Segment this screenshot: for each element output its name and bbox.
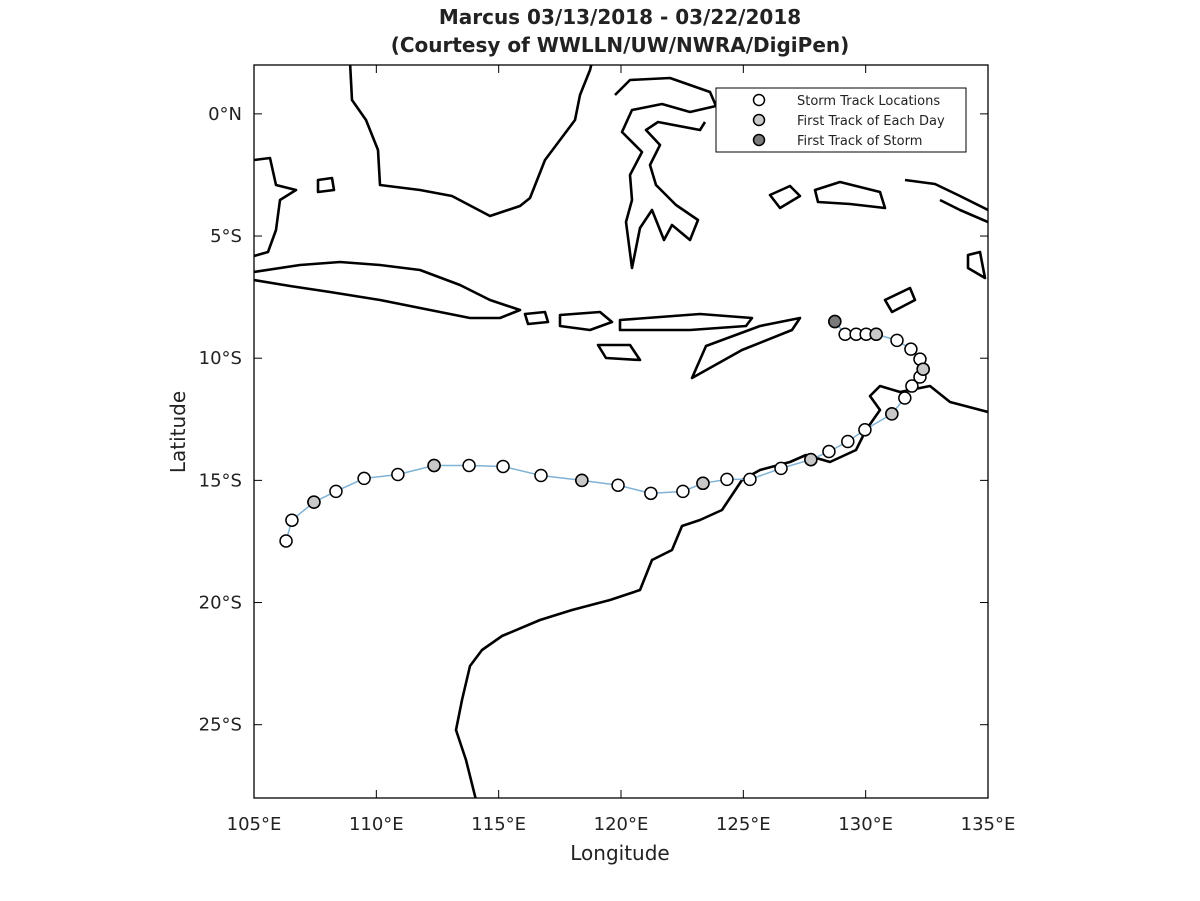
track-point — [676, 484, 690, 499]
x-tick-label: 135°E — [961, 814, 1016, 835]
x-tick-label: 115°E — [471, 814, 526, 835]
track-point — [391, 467, 405, 482]
track-point — [285, 513, 299, 527]
legend-marker — [752, 113, 766, 127]
y-tick-label: 10°S — [199, 348, 242, 369]
track-point — [838, 327, 852, 342]
track-point — [841, 434, 855, 449]
track-point — [496, 459, 510, 474]
track-point — [307, 495, 321, 509]
track-point — [885, 407, 899, 421]
y-tick-label: 25°S — [199, 715, 242, 736]
y-tick-label: 0°N — [208, 104, 242, 125]
track-point — [916, 362, 930, 376]
legend-label: First Track of Each Day — [797, 114, 945, 129]
track-point — [774, 461, 788, 476]
track-point — [828, 314, 842, 329]
coastlines — [254, 65, 988, 798]
track-point — [696, 476, 710, 491]
track-point — [534, 468, 548, 483]
legend-label: First Track of Storm — [797, 134, 922, 149]
legend-marker — [752, 133, 766, 147]
track-point — [869, 327, 883, 342]
x-tick-label: 125°E — [716, 814, 771, 835]
x-tick-label: 130°E — [838, 814, 893, 835]
track-point — [575, 473, 589, 488]
plot-frame — [253, 64, 989, 799]
track-point — [720, 472, 734, 487]
track-point — [611, 478, 625, 493]
y-axis-label: Latitude — [166, 391, 190, 473]
y-tick-label: 5°S — [210, 226, 242, 247]
x-tick-label: 105°E — [227, 814, 282, 835]
track-point — [905, 379, 919, 393]
x-tick-label: 110°E — [349, 814, 404, 835]
track-point — [743, 472, 757, 487]
track-point — [644, 486, 658, 501]
track-point — [329, 484, 343, 499]
plot-layer: 105°E 110°E 115°E 120°E 125°E 130°E 135°E 0°N 5°… — [199, 65, 1016, 835]
track-point — [804, 452, 818, 467]
x-tick-label: 120°E — [594, 814, 649, 835]
x-axis-label: Longitude — [570, 841, 669, 865]
chart-subtitle: (Courtesy of WWLLN/UW/NWRA/DigiPen) — [391, 33, 850, 57]
legend: Storm Track Locations First Track of Each… — [752, 93, 945, 149]
track-point — [890, 333, 904, 348]
chart-title: Marcus 03/13/2018 - 03/22/2018 — [439, 5, 801, 29]
y-tick-label: 15°S — [199, 470, 242, 491]
legend-label: Storm Track Locations — [797, 94, 940, 109]
track-point — [357, 471, 371, 486]
track-point — [427, 458, 441, 473]
track-point — [279, 534, 293, 548]
track-point — [858, 423, 872, 437]
track-point — [822, 444, 836, 459]
legend-marker — [752, 93, 766, 107]
y-tick-label: 20°S — [199, 593, 242, 614]
track-point — [898, 391, 912, 405]
track-point — [904, 342, 918, 356]
track-point — [462, 458, 476, 473]
